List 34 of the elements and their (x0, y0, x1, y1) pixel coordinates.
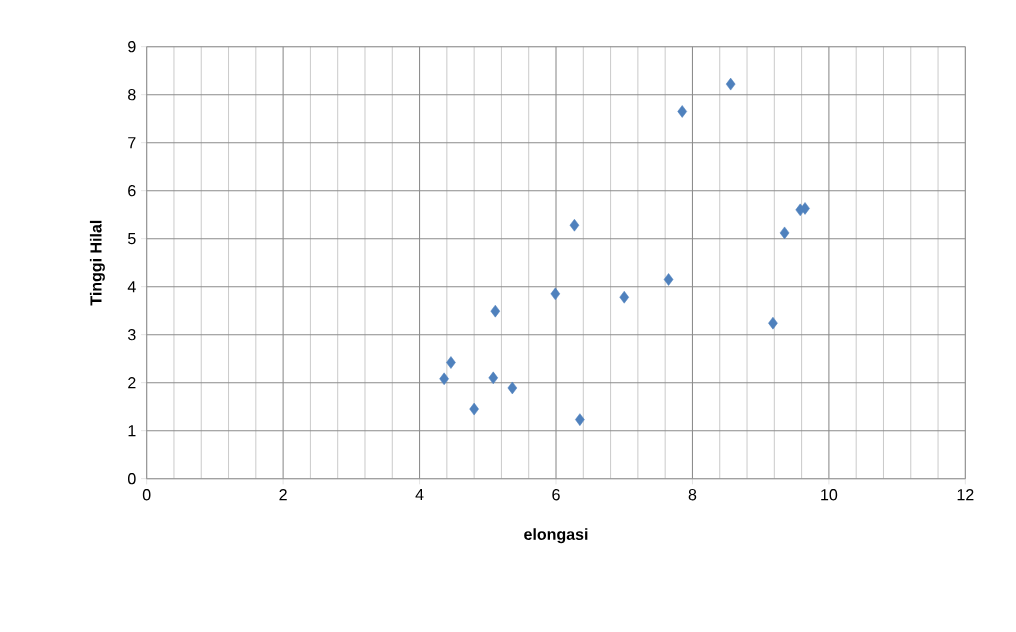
y-axis-title: Tinggi Hilal (89, 220, 105, 306)
point (779, 226, 790, 240)
y-tick-label: 1 (128, 425, 136, 437)
y-tick-label: 8 (128, 89, 136, 101)
y-tick-label: 4 (127, 281, 136, 293)
point (446, 356, 456, 369)
x-axis-title: elongasi (524, 528, 588, 544)
point (768, 316, 778, 330)
y-tick-label: 5 (128, 233, 136, 245)
point (469, 402, 479, 416)
point (507, 381, 518, 395)
y-tick-label: 0 (128, 473, 136, 485)
x-tick-label: 6 (552, 489, 560, 501)
point (619, 290, 629, 304)
y-tick-label: 6 (128, 185, 136, 197)
point (488, 371, 499, 385)
y-tick-label: 3 (127, 329, 136, 341)
point (569, 218, 580, 232)
x-tick-label: 8 (688, 489, 697, 501)
point (575, 413, 585, 426)
point (725, 77, 736, 91)
x-tick-label: 10 (821, 489, 838, 501)
point (550, 287, 561, 301)
x-tick-label: 4 (415, 489, 424, 501)
point (677, 105, 687, 118)
x-tick-label: 2 (279, 489, 287, 501)
y-tick-label: 9 (128, 41, 136, 53)
x-tick-label: 0 (142, 489, 151, 501)
y-tick-label: 7 (128, 137, 136, 149)
x-tick-label: 12 (957, 489, 974, 501)
point (663, 273, 674, 286)
point (439, 372, 449, 386)
point (490, 304, 501, 318)
y-tick-label: 2 (128, 377, 136, 389)
